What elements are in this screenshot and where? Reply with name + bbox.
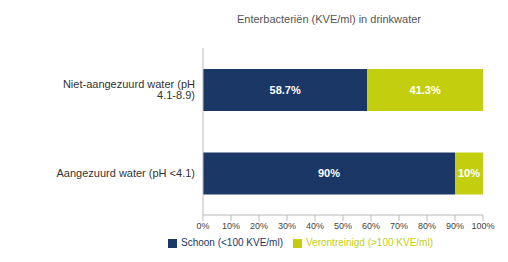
svg-text:20%: 20% bbox=[250, 221, 268, 231]
svg-text:90%: 90% bbox=[446, 221, 464, 231]
svg-text:60%: 60% bbox=[362, 221, 380, 231]
svg-text:10%: 10% bbox=[458, 167, 480, 179]
svg-text:Aangezuurd water (pH <4.1): Aangezuurd water (pH <4.1) bbox=[57, 167, 196, 179]
svg-text:30%: 30% bbox=[278, 221, 296, 231]
svg-text:90%: 90% bbox=[318, 167, 340, 179]
html-text:Verontreinigd (>100 KVE/ml): Verontreinigd (>100 KVE/ml) bbox=[306, 237, 433, 248]
svg-text:10%: 10% bbox=[222, 221, 240, 231]
svg-text:50%: 50% bbox=[334, 221, 352, 231]
svg-text:41.3%: 41.3% bbox=[410, 84, 441, 96]
svg-text:Niet-aangezuurd water (pH4.1-8: Niet-aangezuurd water (pH4.1-8.9) bbox=[63, 78, 195, 101]
html-text:Schoon (<100 KVE/ml): Schoon (<100 KVE/ml) bbox=[181, 237, 283, 248]
svg-text:100%: 100% bbox=[471, 221, 494, 231]
svg-text:40%: 40% bbox=[306, 221, 324, 231]
html-text:Enterbacteriën (KVE/ml) in dri: Enterbacteriën (KVE/ml) in drinkwater bbox=[237, 13, 421, 25]
svg-text:70%: 70% bbox=[390, 221, 408, 231]
svg-text:0%: 0% bbox=[196, 221, 209, 231]
svg-text:80%: 80% bbox=[418, 221, 436, 231]
svg-text:58.7%: 58.7% bbox=[270, 84, 301, 96]
